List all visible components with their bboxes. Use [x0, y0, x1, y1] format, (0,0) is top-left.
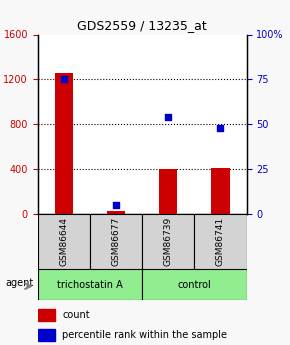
Bar — [38, 329, 55, 341]
Point — [166, 114, 171, 120]
Text: control: control — [177, 280, 211, 289]
Text: GSM86677: GSM86677 — [111, 217, 121, 266]
Bar — [159, 169, 177, 214]
FancyBboxPatch shape — [142, 214, 194, 269]
FancyBboxPatch shape — [38, 214, 90, 269]
FancyBboxPatch shape — [38, 269, 142, 300]
Text: agent: agent — [6, 278, 34, 288]
Point — [61, 77, 66, 82]
Point — [218, 125, 223, 130]
FancyBboxPatch shape — [90, 214, 142, 269]
Bar — [107, 210, 125, 214]
FancyBboxPatch shape — [194, 214, 246, 269]
Bar — [211, 168, 230, 214]
Point — [114, 202, 118, 208]
FancyBboxPatch shape — [142, 269, 246, 300]
Bar — [38, 309, 55, 321]
Text: GSM86644: GSM86644 — [59, 217, 68, 266]
Text: percentile rank within the sample: percentile rank within the sample — [62, 330, 227, 340]
Bar — [55, 73, 73, 214]
Title: GDS2559 / 13235_at: GDS2559 / 13235_at — [77, 19, 207, 32]
Text: count: count — [62, 310, 90, 320]
Text: GSM86741: GSM86741 — [216, 217, 225, 266]
Text: trichostatin A: trichostatin A — [57, 280, 123, 289]
Text: GSM86739: GSM86739 — [164, 217, 173, 266]
